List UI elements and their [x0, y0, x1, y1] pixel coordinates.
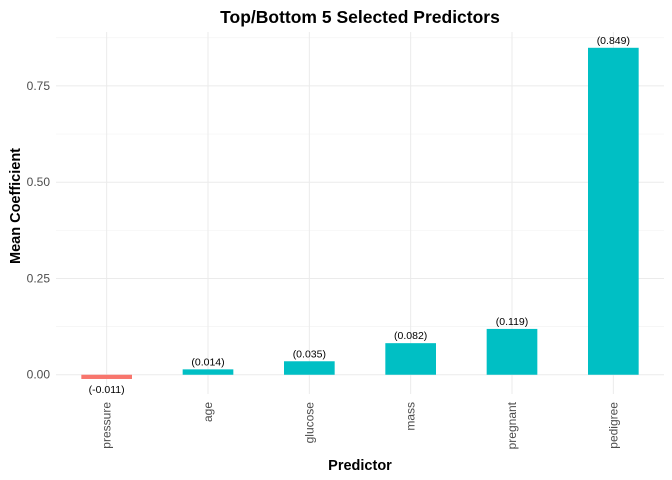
chart-title: Top/Bottom 5 Selected Predictors — [220, 7, 500, 27]
y-tick-labels: 0.00 0.25 0.50 0.75 — [27, 79, 51, 382]
bar-pregnant — [486, 328, 538, 375]
y-tick-label: 0.75 — [27, 79, 51, 93]
x-tick-label-glucose: glucose — [302, 402, 316, 444]
bar-pedigree — [588, 47, 639, 375]
data-label-age: (0.014) — [191, 356, 224, 368]
y-tick-label: 0.00 — [27, 368, 51, 382]
x-tick-label-pressure: pressure — [100, 402, 114, 449]
x-tick-labels: pressure age glucose mass pregnant pedigree — [100, 401, 621, 449]
bar-age — [182, 369, 234, 375]
data-labels: (-0.011) (0.014) (0.035) (0.082) (0.119) (0.8… — [89, 35, 630, 396]
x-tick-label-mass: mass — [404, 402, 418, 431]
data-label-pressure: (-0.011) — [89, 384, 125, 396]
data-label-mass: (0.082) — [394, 330, 427, 342]
x-tick-label-pedigree: pedigree — [606, 402, 620, 449]
grid — [56, 32, 664, 394]
y-tick-label: 0.25 — [27, 271, 51, 285]
bars — [81, 47, 639, 379]
x-tick-label-age: age — [201, 402, 215, 422]
x-tick-label-pregnant: pregnant — [505, 401, 519, 449]
y-tick-label: 0.50 — [27, 175, 51, 189]
data-label-glucose: (0.035) — [293, 348, 326, 360]
data-label-pregnant: (0.119) — [496, 316, 529, 328]
bar-mass — [385, 343, 436, 375]
bar-pressure — [81, 374, 132, 379]
y-axis-title: Mean Coefficient — [8, 148, 24, 264]
data-label-pedigree: (0.849) — [597, 35, 630, 47]
bar-glucose — [284, 361, 335, 375]
x-axis-title: Predictor — [328, 458, 392, 474]
